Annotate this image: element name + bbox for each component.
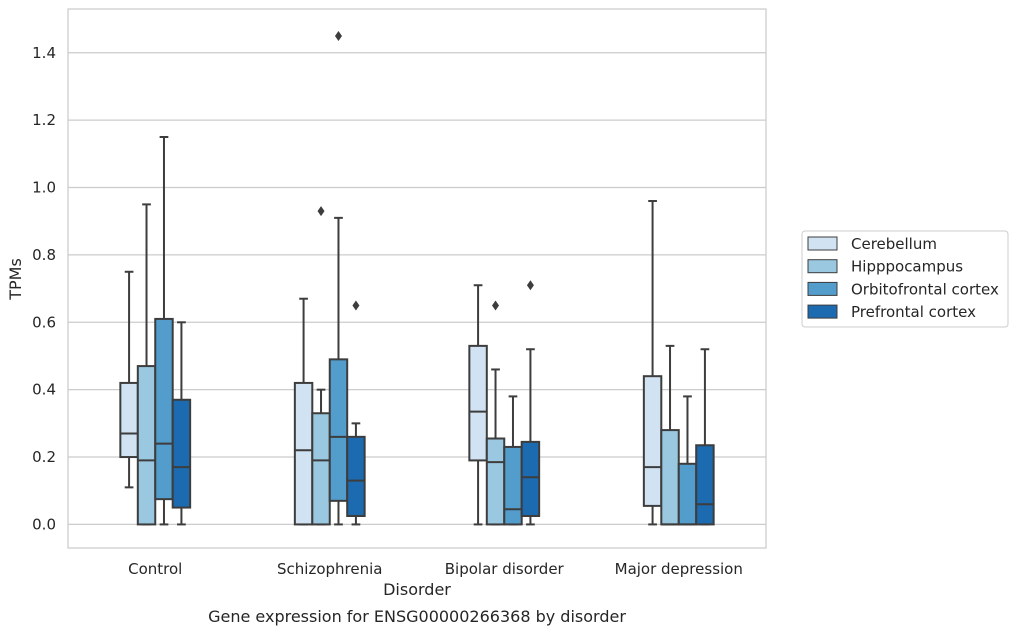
- legend-label: Orbitofrontal cortex: [851, 280, 999, 298]
- iqr-box: [660, 429, 680, 526]
- outlier-point: [334, 30, 342, 41]
- iqr-box: [468, 344, 488, 462]
- iqr-box: [293, 381, 314, 526]
- box-cerebellum-1: [293, 297, 314, 526]
- box-hipppocampus-1: [311, 206, 331, 526]
- box-orbitofrontal-cortex-0: [154, 136, 174, 526]
- y-tick-label: 1.0: [32, 179, 56, 197]
- iqr-box: [311, 412, 331, 526]
- box-series: [119, 30, 715, 526]
- box-cerebellum-0: [119, 270, 139, 489]
- box-hipppocampus-0: [136, 203, 157, 526]
- y-tick-label: 0.4: [32, 381, 56, 399]
- iqr-box: [346, 435, 366, 517]
- legend-label: Cerebellum: [851, 235, 937, 253]
- iqr-box: [520, 440, 541, 517]
- box-cerebellum-3: [642, 200, 663, 526]
- iqr-box: [485, 437, 506, 526]
- y-tick-label: 0.8: [32, 246, 56, 264]
- iqr-box: [695, 444, 715, 526]
- y-tick-label: 1.4: [32, 44, 56, 62]
- box-hipppocampus-2: [485, 300, 506, 526]
- iqr-box: [642, 375, 663, 507]
- x-tick-label: Schizophrenia: [277, 560, 382, 578]
- y-tick-label: 1.2: [32, 111, 56, 129]
- y-tick-label: 0.0: [32, 515, 56, 533]
- legend-swatch: [807, 304, 838, 319]
- x-tick-label: Bipolar disorder: [445, 560, 565, 578]
- box-hipppocampus-3: [660, 344, 680, 526]
- legend: Cerebellum Hipppocampus Orbitofrontal cort…: [801, 230, 1009, 328]
- box-prefrontal-cortex-2: [520, 280, 541, 526]
- iqr-box: [136, 365, 157, 526]
- x-tick-label: Major depression: [615, 560, 743, 578]
- box-orbitofrontal-cortex-1: [328, 30, 349, 526]
- box-prefrontal-cortex-1: [346, 300, 366, 526]
- iqr-box: [119, 381, 139, 459]
- y-axis-ticks: 0.0 0.2 0.4 0.6 0.8 1.0 1.2 1.4: [32, 44, 56, 534]
- y-tick-label: 0.6: [32, 313, 56, 331]
- box-prefrontal-cortex-0: [171, 321, 192, 526]
- iqr-box: [328, 358, 349, 502]
- box-cerebellum-2: [468, 284, 488, 526]
- outlier-point: [492, 300, 500, 311]
- iqr-box: [503, 445, 523, 526]
- box-prefrontal-cortex-3: [695, 348, 715, 526]
- iqr-box: [154, 317, 174, 501]
- box-orbitofrontal-cortex-3: [677, 395, 698, 526]
- chart-caption: Gene expression for ENSG00000266368 by d…: [208, 607, 626, 626]
- legend-swatch: [807, 259, 838, 274]
- legend-swatch: [807, 281, 838, 296]
- y-axis-title: TPMs: [6, 258, 25, 301]
- x-tick-label: Control: [128, 560, 182, 578]
- box-orbitofrontal-cortex-2: [503, 395, 523, 526]
- y-tick-label: 0.2: [32, 448, 56, 466]
- outlier-point: [352, 300, 360, 311]
- outlier-point: [317, 206, 325, 217]
- legend-label: Hipppocampus: [851, 258, 963, 276]
- plot-frame: [67, 8, 767, 549]
- x-axis-title: Disorder: [383, 580, 451, 599]
- iqr-box: [677, 462, 698, 526]
- legend-frame: [801, 230, 1009, 328]
- legend-label: Prefrontal cortex: [851, 303, 976, 321]
- x-axis-ticks: Control Schizophrenia Bipolar disorder Majo…: [128, 560, 743, 578]
- legend-swatch: [807, 236, 838, 251]
- iqr-box: [171, 398, 192, 509]
- outlier-point: [526, 280, 534, 291]
